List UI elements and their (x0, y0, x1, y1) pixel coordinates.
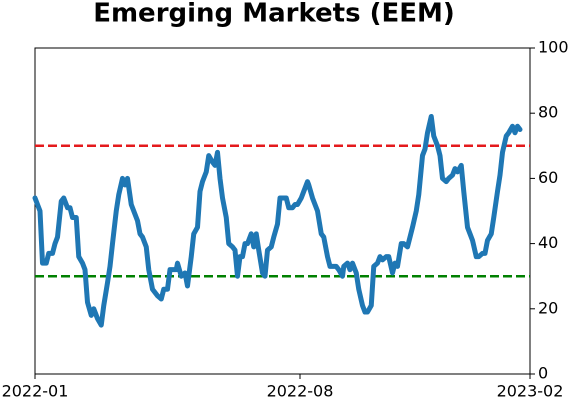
y-tick-label: 40 (538, 233, 558, 252)
y-tick-label: 100 (538, 38, 569, 57)
plot-frame (34, 47, 531, 375)
y-tick-label: 0 (538, 364, 548, 383)
x-tick-label: 2023-02 (497, 382, 564, 401)
chart-title: Emerging Markets (EEM) (93, 0, 455, 29)
y-tick-label: 60 (538, 168, 558, 187)
data-line (32, 113, 523, 328)
x-tick-label: 2022-08 (267, 382, 334, 401)
x-tick-label: 2022-01 (2, 382, 69, 401)
y-tick-label: 80 (538, 103, 558, 122)
y-tick-label: 20 (538, 298, 558, 317)
